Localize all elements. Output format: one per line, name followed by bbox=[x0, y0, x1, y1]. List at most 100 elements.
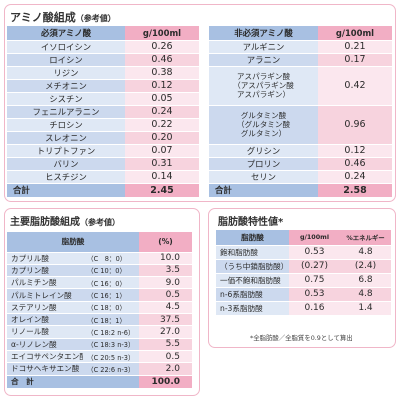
table-row: オレイン酸 （C 18：1） 37.5 bbox=[7, 313, 192, 326]
property-g-value: 0.75 bbox=[289, 272, 340, 287]
table-row: α-リノレン酸 （C 18:3 n-3） 5.5 bbox=[7, 337, 192, 351]
aspartic-acid-value: 0.42 bbox=[318, 65, 392, 105]
table-row: シスチン 0.05 bbox=[7, 91, 392, 105]
glutamic-acid-value: 0.96 bbox=[318, 104, 392, 144]
amino-value: 0.12 bbox=[318, 143, 392, 157]
fatty-acid-note: （参考値） bbox=[80, 218, 120, 227]
fatty-acid-name: α-リノレン酸 bbox=[7, 337, 83, 351]
fatty-acid-value: 0.5 bbox=[139, 288, 192, 302]
nonessential-unit-header: g/100ml bbox=[318, 26, 392, 40]
property-energy-value: (2.4) bbox=[340, 258, 391, 273]
fatty-acid-carbon: （C 16：0） bbox=[83, 276, 139, 289]
fatty-acid-value: 10.0 bbox=[139, 251, 192, 265]
amino-value: 0.17 bbox=[318, 52, 392, 66]
table-row: リノール酸 （C 18:2 n-6） 27.0 bbox=[7, 325, 192, 339]
property-g-value: (0.27) bbox=[289, 258, 340, 273]
table-row: エイコサペンタエン酸 （C 20:5 n-3） 0.5 bbox=[7, 349, 192, 363]
footnote: *全脂肪酸／全脂質を0.9として算出 bbox=[250, 334, 353, 342]
glutamic-acid-cell: グルタミン酸 （グルタミン酸 グルタミン） bbox=[209, 104, 318, 144]
fatty-acid-properties-table: 脂肪酸 g/100ml %エネルギー 飽和脂肪酸 0.53 4.8 （うち中鎖脂… bbox=[216, 230, 391, 315]
fatty-acid-carbon: （C 18:2 n-6） bbox=[83, 325, 139, 339]
table-row: カプリル酸 （C 8：0） 10.0 bbox=[7, 251, 192, 265]
fatty-acid-value: 37.5 bbox=[139, 313, 192, 326]
table-row: （うち中鎖脂肪酸） (0.27) (2.4) bbox=[216, 258, 391, 273]
amino-name: アルギニン bbox=[209, 39, 318, 53]
essential-header: 必須アミノ酸 bbox=[7, 26, 125, 40]
property-g-value: 0.53 bbox=[289, 244, 340, 259]
amino-value: 0.26 bbox=[125, 39, 199, 53]
fatty-acid-properties-title: 脂肪酸特性値* bbox=[218, 213, 283, 228]
fatty-acid-carbon: （C 22:6 n-3） bbox=[83, 362, 139, 375]
table-row: メチオニン 0.12 bbox=[7, 78, 392, 92]
table-row: チロシン 0.22 bbox=[7, 117, 392, 131]
amino-total-essential: 2.45 bbox=[125, 182, 199, 197]
amino-name: ロイシン bbox=[7, 52, 125, 66]
property-name: n-3系脂肪酸 bbox=[216, 300, 289, 315]
amino-value: 0.21 bbox=[318, 39, 392, 53]
fatty-acid-value: 2.0 bbox=[139, 362, 192, 375]
table-row: カプリン酸 （C 10：0） 3.5 bbox=[7, 263, 192, 277]
amino-total-label: 合計 bbox=[7, 182, 125, 197]
amino-value: 0.38 bbox=[125, 65, 199, 79]
fatty-acid-value: 27.0 bbox=[139, 325, 192, 339]
fatty-acid-carbon: （C 18：0） bbox=[83, 300, 139, 314]
fatty-unit-header: (%) bbox=[139, 232, 192, 253]
fatty-acid-value: 0.5 bbox=[139, 349, 192, 363]
props-header-row: 脂肪酸 g/100ml %エネルギー bbox=[216, 230, 391, 245]
fatty-acid-carbon: （C 18:3 n-3） bbox=[83, 337, 139, 351]
property-energy-value: 4.8 bbox=[340, 286, 391, 301]
property-energy-value: 4.8 bbox=[340, 244, 391, 259]
props-energy-header: %エネルギー bbox=[340, 230, 391, 245]
fatty-acid-properties-title-text: 脂肪酸特性値 bbox=[218, 217, 278, 228]
amino-total-label: 合計 bbox=[209, 182, 318, 197]
amino-value: 0.46 bbox=[125, 52, 199, 66]
amino-name: プロリン bbox=[209, 156, 318, 170]
amino-value: 0.22 bbox=[125, 117, 199, 131]
fatty-acid-carbon: （C 20:5 n-3） bbox=[83, 349, 139, 363]
fatty-acid-name: ステアリン酸 bbox=[7, 300, 83, 314]
amino-value: 0.31 bbox=[125, 156, 199, 170]
amino-value: 0.05 bbox=[125, 91, 199, 105]
amino-value: 0.14 bbox=[125, 169, 199, 183]
fatty-acid-name: リノール酸 bbox=[7, 325, 83, 339]
fatty-acid-name: カプリル酸 bbox=[7, 251, 83, 265]
amino-value: 0.07 bbox=[125, 143, 199, 157]
amino-name: チロシン bbox=[7, 117, 125, 131]
fatty-acid-title-text: 主要脂肪酸組成 bbox=[10, 217, 80, 228]
fatty-name-header: 脂肪酸 bbox=[7, 232, 139, 253]
glutamic-acid-sub2: グルタミン） bbox=[240, 129, 287, 138]
amino-total-nonessential: 2.58 bbox=[318, 182, 392, 197]
fatty-header-row: 脂肪酸 (%) bbox=[7, 232, 192, 253]
amino-acid-note: （参考値） bbox=[75, 14, 116, 23]
props-name-header: 脂肪酸 bbox=[216, 230, 289, 245]
table-row: リジン 0.38 アスパラギン酸 （アスパラギン酸 アスパラギン） 0.42 bbox=[7, 65, 392, 105]
fatty-acid-title: 主要脂肪酸組成（参考値） bbox=[10, 213, 120, 228]
fatty-acid-value: 9.0 bbox=[139, 276, 192, 289]
fatty-acid-carbon: （C 16：1） bbox=[83, 288, 139, 302]
amino-acid-table: 必須アミノ酸 g/100ml 非必須アミノ酸 g/100ml イソロイシン 0.… bbox=[7, 26, 392, 197]
property-energy-value: 6.8 bbox=[340, 272, 391, 287]
table-row: フェニルアラニン 0.24 グルタミン酸 （グルタミン酸 グルタミン） 0.96 bbox=[7, 104, 392, 144]
property-name: 一価不飽和脂肪酸 bbox=[216, 272, 289, 287]
table-row: パルミチン酸 （C 16：0） 9.0 bbox=[7, 276, 192, 289]
table-row: ロイシン 0.46 アラニン 0.17 bbox=[7, 52, 392, 66]
amino-name: アラニン bbox=[209, 52, 318, 66]
aspartic-acid-cell: アスパラギン酸 （アスパラギン酸 アスパラギン） bbox=[209, 65, 318, 105]
property-energy-value: 1.4 bbox=[340, 300, 391, 315]
amino-name: フェニルアラニン bbox=[7, 104, 125, 118]
fatty-acid-name: オレイン酸 bbox=[7, 313, 83, 326]
amino-name: スレオニン bbox=[7, 130, 125, 144]
table-row: バリン 0.31 プロリン 0.46 bbox=[7, 156, 392, 170]
amino-value: 0.24 bbox=[318, 169, 392, 183]
property-name: 飽和脂肪酸 bbox=[216, 244, 289, 259]
table-row: スレオニン 0.20 bbox=[7, 130, 392, 144]
property-g-value: 0.53 bbox=[289, 286, 340, 301]
property-name: n-6系脂肪酸 bbox=[216, 286, 289, 301]
aspartic-acid-sub2: アスパラギン） bbox=[236, 90, 291, 99]
essential-unit-header: g/100ml bbox=[125, 26, 199, 40]
table-row: ステアリン酸 （C 18：0） 4.5 bbox=[7, 300, 192, 314]
fatty-acid-name: カプリン酸 bbox=[7, 263, 83, 277]
amino-value: 0.24 bbox=[125, 104, 199, 118]
fatty-acid-name: ドコサヘキサエン酸 bbox=[7, 362, 83, 375]
amino-name: グリシン bbox=[209, 143, 318, 157]
